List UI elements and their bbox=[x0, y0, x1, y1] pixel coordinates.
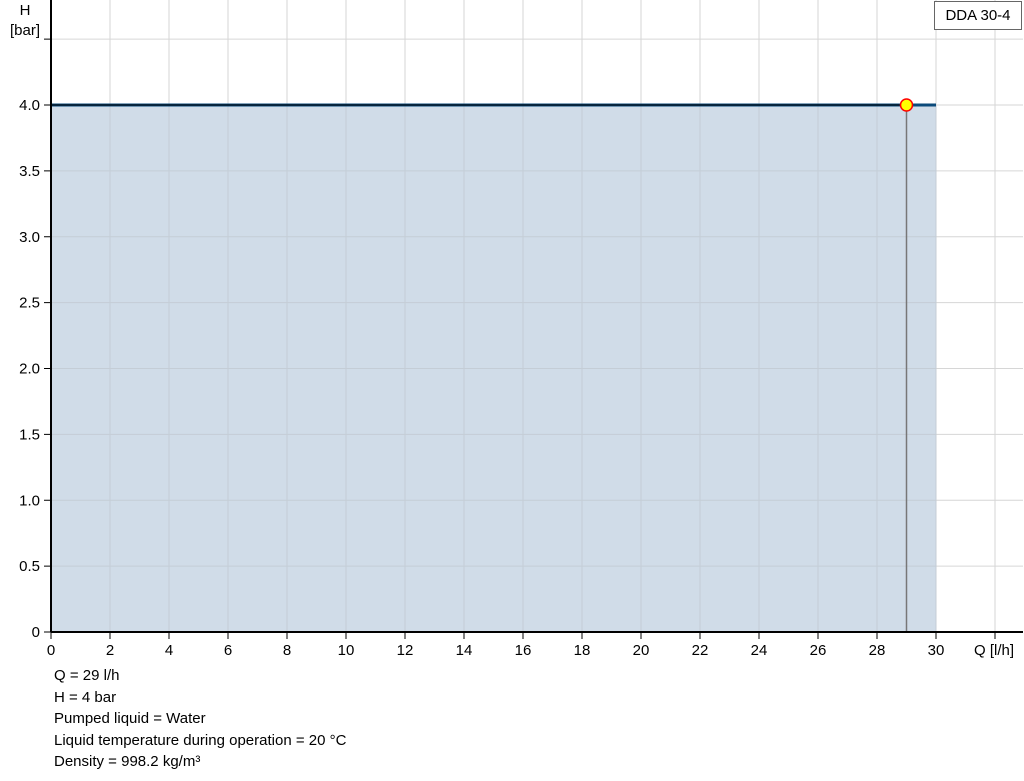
x-tick-label: 28 bbox=[869, 642, 886, 659]
x-tick-label: 26 bbox=[810, 642, 827, 659]
y-tick-label: 1.0 bbox=[19, 492, 40, 509]
y-axis-label: H bbox=[20, 2, 31, 19]
y-tick-label: 3.0 bbox=[19, 229, 40, 246]
x-tick-label: 4 bbox=[165, 642, 173, 659]
x-tick-label: 8 bbox=[283, 642, 291, 659]
x-tick-label: 2 bbox=[106, 642, 114, 659]
x-tick-label: 16 bbox=[515, 642, 532, 659]
x-tick-label: 10 bbox=[338, 642, 355, 659]
info-flow: Q = 29 l/h bbox=[54, 667, 120, 684]
y-tick-label: 2.5 bbox=[19, 295, 40, 312]
operating-point-marker bbox=[899, 98, 914, 112]
operating-info: Q = 29 l/h H = 4 bar Pumped liquid = Wat… bbox=[54, 665, 346, 773]
y-tick-label: 4.0 bbox=[19, 97, 40, 114]
info-density: Density = 998.2 kg/m³ bbox=[54, 753, 201, 770]
y-tick-label: 2.0 bbox=[19, 361, 40, 378]
x-tick-label: 20 bbox=[633, 642, 650, 659]
x-tick-label: 12 bbox=[397, 642, 414, 659]
legend-entry: DDA 30-4 bbox=[945, 7, 1011, 24]
x-tick-label: 0 bbox=[47, 642, 55, 659]
x-tick-label: 14 bbox=[456, 642, 473, 659]
x-tick-label: 24 bbox=[751, 642, 768, 659]
x-tick-label: 6 bbox=[224, 642, 232, 659]
info-temperature: Liquid temperature during operation = 20… bbox=[54, 731, 347, 749]
y-tick-label: 3.5 bbox=[19, 163, 40, 180]
x-tick-label: 30 bbox=[928, 642, 945, 659]
y-tick-label: 0 bbox=[32, 624, 40, 641]
y-axis-unit: [bar] bbox=[10, 22, 40, 39]
x-axis-label: Q [l/h] bbox=[974, 642, 1014, 659]
x-tick-label: 18 bbox=[574, 642, 591, 659]
info-liquid: Pumped liquid = Water bbox=[54, 710, 206, 727]
info-head: H = 4 bar bbox=[54, 688, 117, 706]
y-tick-label: 1.5 bbox=[19, 426, 40, 443]
x-tick-label: 22 bbox=[692, 642, 709, 659]
legend-box: DDA 30-4 bbox=[934, 1, 1022, 30]
y-tick-label: 0.5 bbox=[19, 558, 40, 575]
